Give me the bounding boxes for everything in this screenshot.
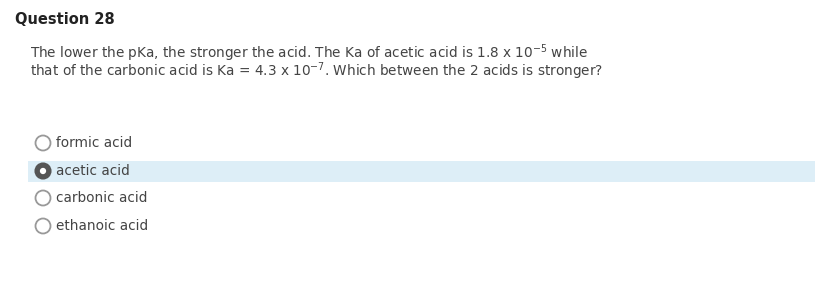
FancyBboxPatch shape — [28, 161, 814, 182]
Text: acetic acid: acetic acid — [56, 164, 130, 178]
Text: ethanoic acid: ethanoic acid — [56, 219, 148, 233]
Text: The lower the pKa, the stronger the acid. The Ka of acetic acid is 1.8 x 10$^{-5: The lower the pKa, the stronger the acid… — [30, 42, 587, 64]
Text: formic acid: formic acid — [56, 136, 132, 150]
Circle shape — [36, 219, 51, 233]
Circle shape — [36, 191, 51, 205]
Text: that of the carbonic acid is Ka = 4.3 x 10$^{-7}$. Which between the 2 acids is : that of the carbonic acid is Ka = 4.3 x … — [30, 60, 603, 81]
Text: Question 28: Question 28 — [15, 12, 114, 27]
Text: carbonic acid: carbonic acid — [56, 191, 147, 205]
Circle shape — [36, 136, 51, 150]
Circle shape — [36, 164, 51, 178]
Circle shape — [40, 168, 46, 174]
